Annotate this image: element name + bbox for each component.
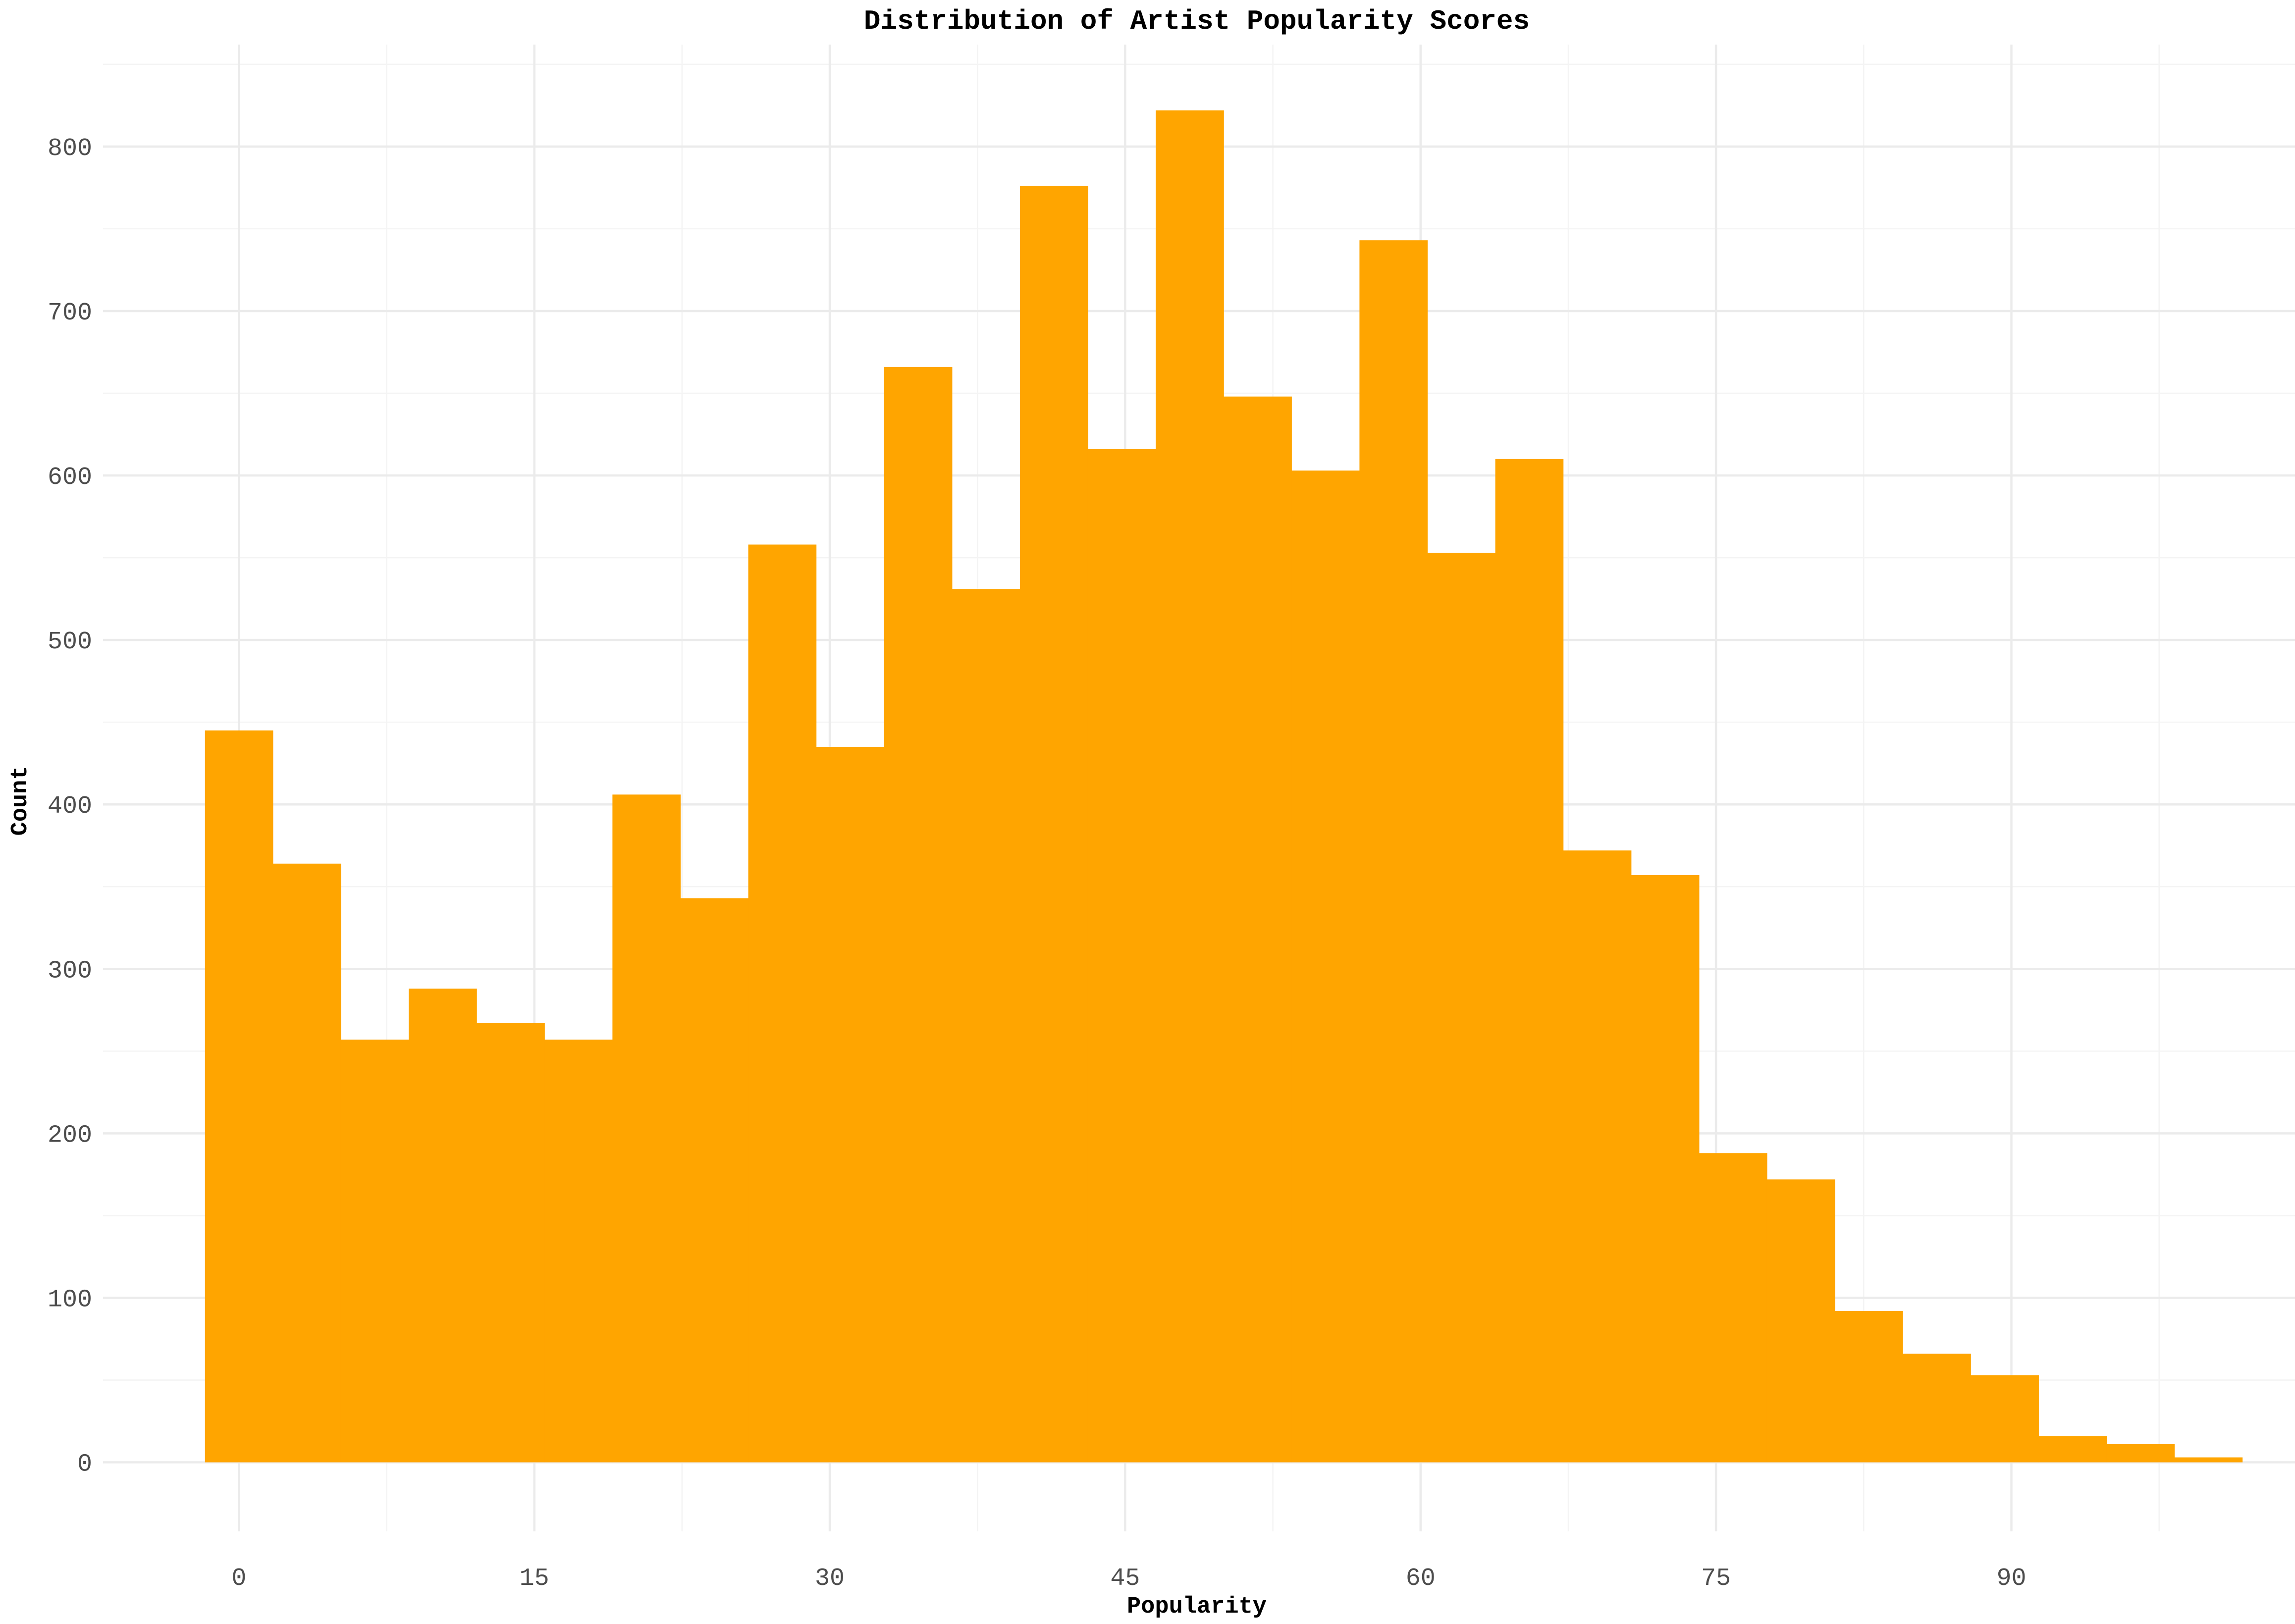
y-tick-label: 600 <box>48 464 92 492</box>
histogram-bar <box>1903 1354 1971 1463</box>
y-tick-label: 700 <box>48 299 92 327</box>
histogram-bar <box>1563 850 1632 1463</box>
histogram-bar <box>2038 1436 2107 1463</box>
histogram-bar <box>884 367 953 1463</box>
y-tick-label: 500 <box>48 628 92 656</box>
x-tick-label: 0 <box>231 1565 246 1593</box>
x-tick-label: 15 <box>520 1565 549 1593</box>
histogram-bar <box>1087 449 1156 1463</box>
y-tick-label: 800 <box>48 135 92 163</box>
y-tick-label: 100 <box>48 1286 92 1314</box>
y-tick-label: 300 <box>48 957 92 985</box>
histogram-bar <box>1766 1179 1835 1463</box>
histogram-bar <box>1971 1375 2039 1463</box>
histogram-bar <box>952 589 1020 1463</box>
histogram-bar <box>1224 396 1292 1463</box>
histogram-bar <box>1699 1153 1767 1463</box>
x-axis-title: Popularity <box>1127 1594 1267 1620</box>
histogram-bar <box>1359 240 1428 1463</box>
x-tick-label: 45 <box>1110 1565 1140 1593</box>
histogram-bar <box>1156 110 1224 1463</box>
x-tick-label: 30 <box>815 1565 845 1593</box>
bars <box>205 110 2243 1463</box>
histogram-bar <box>1631 875 1700 1463</box>
histogram-bar <box>1495 459 1564 1463</box>
histogram-bar <box>748 544 817 1463</box>
y-tick-label: 400 <box>48 792 92 821</box>
histogram-bar <box>680 898 749 1463</box>
histogram-bar <box>409 989 477 1463</box>
histogram-bar <box>1427 553 1496 1463</box>
tick-labels: 0 15 30 45 60 75 90 0 100 200 300 400 500 600 700 800 <box>48 135 2027 1593</box>
histogram-bar <box>544 1040 613 1463</box>
histogram-bar <box>612 794 681 1463</box>
histogram-bar <box>272 863 341 1463</box>
y-tick-label: 0 <box>77 1451 92 1479</box>
y-axis-title: Count <box>7 766 34 836</box>
histogram-bar <box>205 730 273 1463</box>
histogram-bar <box>1019 186 1088 1463</box>
x-tick-label: 60 <box>1406 1565 1436 1593</box>
y-tick-label: 200 <box>48 1121 92 1150</box>
histogram-bar <box>1291 471 1360 1463</box>
x-tick-label: 90 <box>1996 1565 2026 1593</box>
chart-title: Distribution of Artist Popularity Scores <box>864 5 1530 37</box>
histogram-bar <box>2174 1457 2243 1463</box>
histogram-bar <box>477 1023 545 1463</box>
histogram-bar <box>340 1040 409 1463</box>
histogram-bar <box>1835 1311 1903 1463</box>
histogram-bar <box>816 746 885 1463</box>
x-tick-label: 75 <box>1701 1565 1731 1593</box>
histogram-bar <box>2106 1444 2175 1463</box>
